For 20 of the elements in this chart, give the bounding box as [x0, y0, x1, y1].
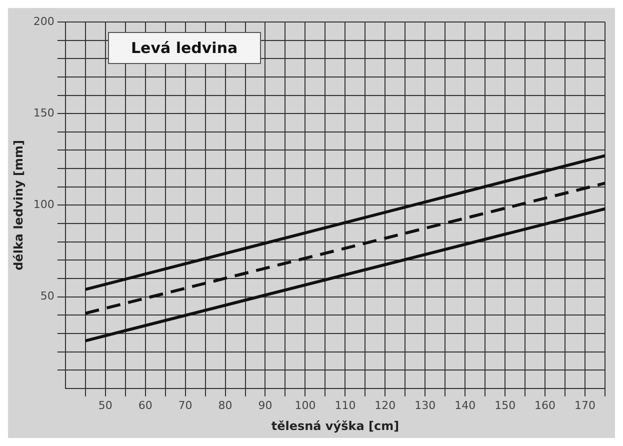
x-tick-label: 160: [534, 398, 556, 412]
x-tick-label: 120: [374, 398, 396, 412]
text: Levá ledvina: [108, 32, 261, 64]
y-tick-label: 200: [33, 14, 54, 28]
x-tick-label: 170: [574, 398, 596, 412]
x-tick-label: 90: [258, 398, 272, 412]
x-tick-label: 80: [218, 398, 232, 412]
y-tick-label: 50: [40, 290, 54, 303]
x-tick-label: 140: [454, 398, 476, 412]
x-tick-label: 130: [414, 398, 436, 412]
y-axis-title: délka ledviny [mm]: [11, 140, 26, 270]
y-tick-label: 100: [33, 198, 54, 212]
x-axis-title: tělesná výška [cm]: [271, 418, 400, 433]
x-tick-label: 70: [178, 398, 192, 412]
x-tick-label: 60: [138, 398, 152, 412]
x-tick-label: 150: [494, 398, 516, 412]
y-tick-label: 150: [33, 106, 54, 120]
x-tick-label: 50: [98, 398, 112, 412]
x-tick-label: 100: [294, 398, 316, 412]
x-tick-label: 110: [334, 398, 356, 412]
